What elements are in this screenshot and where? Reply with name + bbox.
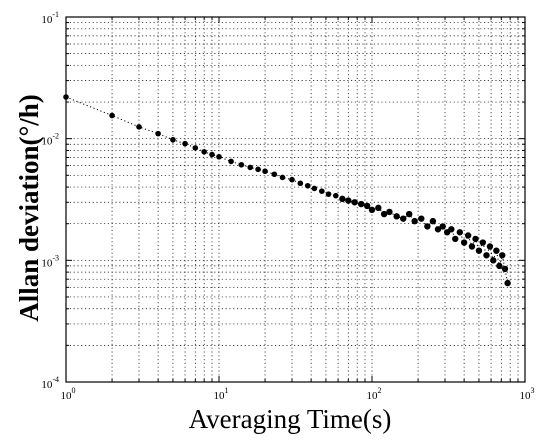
data-point — [170, 136, 176, 143]
data-point — [297, 180, 304, 187]
data-point — [247, 164, 254, 171]
x-tick-label: 101 — [214, 386, 229, 402]
grid-layer — [66, 17, 525, 382]
data-point — [136, 124, 142, 130]
data-point — [493, 247, 500, 254]
data-point — [339, 195, 346, 203]
data-point — [400, 215, 407, 222]
x-axis-label: Averaging Time(s) — [189, 404, 392, 434]
data-point — [456, 229, 464, 236]
data-point — [499, 252, 506, 259]
data-point — [496, 262, 503, 270]
data-point — [333, 192, 339, 199]
data-point — [262, 168, 268, 175]
data-point — [182, 140, 188, 147]
data-point — [109, 112, 115, 119]
data-point — [464, 232, 472, 239]
y-axis-label: Allan deviation(°/h) — [14, 94, 44, 322]
data-point — [429, 217, 437, 225]
data-point — [434, 226, 442, 233]
data-point — [424, 223, 431, 230]
plot-frame — [65, 16, 526, 383]
data-point — [345, 197, 352, 204]
data-point — [228, 158, 234, 165]
data-point — [490, 257, 497, 264]
data-point — [289, 176, 295, 183]
data-point — [325, 191, 332, 197]
data-point — [209, 151, 215, 158]
series-line — [65, 96, 509, 284]
data-point — [304, 182, 311, 189]
data-point — [192, 145, 199, 151]
data-point — [452, 235, 459, 243]
y-tick-label: 10-4 — [41, 375, 59, 391]
data-point — [386, 208, 393, 216]
data-point — [439, 223, 446, 230]
x-tick-label: 103 — [520, 386, 535, 402]
y-tick-label: 10-3 — [41, 253, 59, 269]
data-point — [393, 213, 400, 220]
y-tick-label: 10-1 — [41, 10, 59, 26]
data-point — [201, 148, 207, 155]
data-point — [405, 210, 413, 218]
data-point — [501, 265, 509, 273]
data-point — [472, 235, 479, 243]
series-layer — [63, 94, 511, 287]
data-point — [468, 243, 476, 250]
tick-labels-layer: 100 101 102 103 10-4 10-3 10-2 10-1 — [41, 10, 534, 402]
data-point — [483, 252, 490, 259]
data-point — [358, 200, 365, 208]
data-point — [319, 188, 325, 195]
data-point — [155, 130, 161, 137]
data-point — [375, 204, 382, 212]
data-point — [504, 279, 511, 287]
data-point — [460, 239, 468, 246]
data-point — [479, 239, 487, 246]
data-point — [411, 217, 418, 225]
x-tick-label: 100 — [61, 386, 76, 402]
data-point — [279, 174, 286, 181]
y-tick-label: 10-2 — [41, 132, 59, 148]
data-point — [238, 161, 245, 168]
data-point — [311, 185, 318, 192]
data-point — [486, 243, 494, 250]
data-point — [363, 202, 371, 210]
data-point — [475, 247, 483, 254]
data-point — [368, 206, 376, 214]
data-point — [351, 199, 358, 206]
data-point — [418, 215, 425, 222]
data-point — [216, 153, 222, 160]
data-point — [448, 226, 455, 233]
x-tick-label: 102 — [367, 386, 382, 402]
data-point — [255, 166, 261, 173]
data-point — [271, 171, 278, 178]
data-point — [380, 210, 388, 218]
